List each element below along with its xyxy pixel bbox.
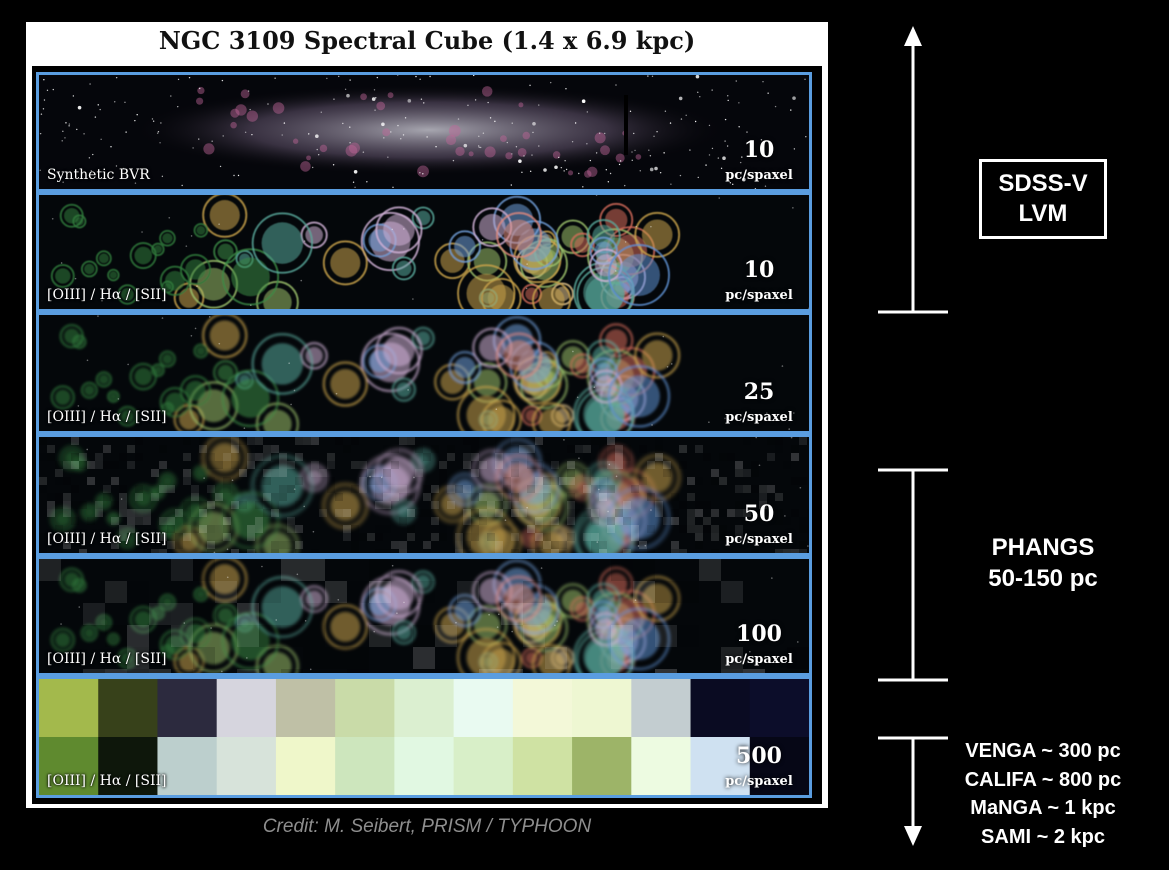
sdss-v-lvm-label: SDSS-V LVM bbox=[979, 159, 1107, 239]
ifu-surveys-range-bracket bbox=[878, 736, 948, 846]
strip-narrowband-50pc: [OIII] / Hα / [SII] 50 pc/spaxel bbox=[36, 434, 812, 556]
resolution-value: 10 bbox=[743, 137, 775, 163]
figure-title: NGC 3109 Spectral Cube (1.4 x 6.9 kpc) bbox=[158, 26, 696, 55]
survey-subtitle: LVM bbox=[1018, 200, 1068, 227]
resolution-value: 100 bbox=[736, 621, 782, 647]
survey-item: MaNGA ~ 1 kpc bbox=[970, 797, 1116, 819]
strip-label: [OIII] / Hα / [SII] bbox=[47, 531, 167, 547]
resolution-unit: pc/spaxel bbox=[725, 774, 793, 789]
resolution-unit: pc/spaxel bbox=[725, 288, 793, 303]
other-surveys-list: VENGA ~ 300 pc CALIFA ~ 800 pc MaNGA ~ 1… bbox=[948, 737, 1138, 851]
strip-label: [OIII] / Hα / [SII] bbox=[47, 773, 167, 789]
resolution-range-diagram bbox=[878, 26, 948, 846]
survey-item: VENGA ~ 300 pc bbox=[965, 740, 1121, 762]
sdss-range-bracket bbox=[878, 26, 948, 314]
strip-label: Synthetic BVR bbox=[47, 167, 150, 183]
galaxy-image bbox=[39, 437, 809, 553]
survey-item: SAMI ~ 2 kpc bbox=[981, 825, 1105, 848]
strip-narrowband-10pc: [OIII] / Hα / [SII] 10 pc/spaxel bbox=[36, 192, 812, 312]
resolution-unit: pc/spaxel bbox=[725, 652, 793, 667]
figure-panel: NGC 3109 Spectral Cube (1.4 x 6.9 kpc) S… bbox=[26, 22, 828, 808]
strip-label: [OIII] / Hα / [SII] bbox=[47, 287, 167, 303]
up-arrow-icon bbox=[904, 26, 922, 46]
strip-label: [OIII] / Hα / [SII] bbox=[47, 409, 167, 425]
galaxy-image bbox=[39, 195, 809, 309]
phangs-label: PHANGS 50-150 pc bbox=[948, 532, 1138, 594]
strip-synthetic-bvr: Synthetic BVR 10 pc/spaxel bbox=[36, 72, 812, 192]
pixel-grid-image bbox=[39, 679, 809, 795]
resolution-unit: pc/spaxel bbox=[725, 410, 793, 425]
galaxy-image bbox=[39, 315, 809, 431]
resolution-value: 10 bbox=[743, 257, 775, 283]
strip-narrowband-25pc: [OIII] / Hα / [SII] 25 pc/spaxel bbox=[36, 312, 812, 434]
survey-item: CALIFA ~ 800 pc bbox=[964, 768, 1122, 791]
strip-narrowband-500pc: [OIII] / Hα / [SII] 500 pc/spaxel bbox=[36, 676, 812, 798]
resolution-unit: pc/spaxel bbox=[725, 532, 793, 547]
resolution-unit: pc/spaxel bbox=[725, 168, 793, 183]
survey-name: SDSS-V bbox=[998, 170, 1088, 197]
resolution-value: 500 bbox=[736, 743, 782, 769]
survey-name: PHANGS bbox=[991, 534, 1095, 561]
phangs-range-bracket bbox=[878, 468, 948, 682]
resolution-value: 25 bbox=[743, 379, 775, 405]
galaxy-image bbox=[39, 75, 809, 189]
down-arrow-icon bbox=[904, 826, 922, 846]
image-credit: Credit: M. Seibert, PRISM / TYPHOON bbox=[262, 816, 592, 837]
strip-narrowband-100pc: [OIII] / Hα / [SII] 100 pc/spaxel bbox=[36, 556, 812, 676]
survey-range: 50-150 pc bbox=[988, 565, 1098, 592]
resolution-value: 50 bbox=[743, 501, 775, 527]
strip-label: [OIII] / Hα / [SII] bbox=[47, 651, 167, 667]
image-frame: Synthetic BVR 10 pc/spaxel [OIII] / Hα /… bbox=[32, 66, 822, 804]
galaxy-image bbox=[39, 559, 809, 673]
